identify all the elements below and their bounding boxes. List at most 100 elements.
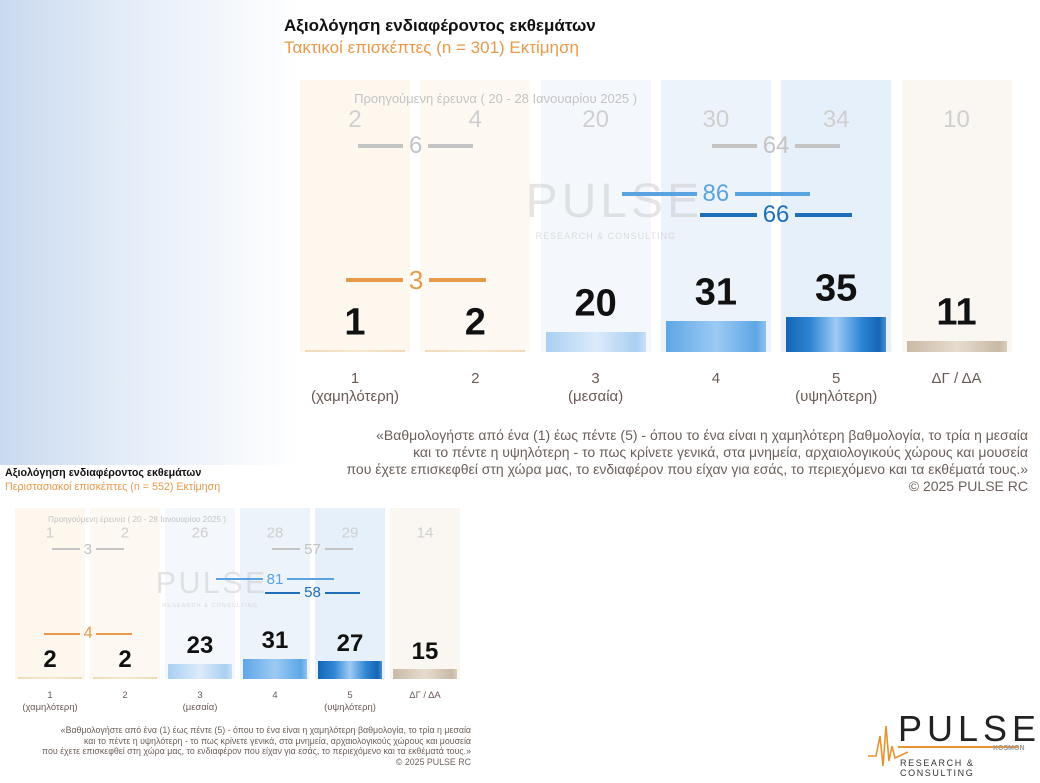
category-label-line1: 5 (832, 370, 841, 387)
bar (665, 321, 766, 352)
category-label-line1: 1 (350, 370, 360, 387)
chart-subtitle: Περιστασιακοί επισκέπτες (n = 552) Εκτίμ… (5, 480, 221, 493)
previous-value: 29 (341, 524, 359, 542)
category-label: 4 (712, 370, 720, 388)
previous-survey-label: Προηγούμενη έρευνα ( 20 - 28 Ιανουαρίου … (48, 514, 226, 524)
pulse-watermark: PULSE (155, 566, 268, 600)
value-label: 35 (815, 267, 858, 310)
bar (18, 677, 82, 679)
category-label-line2: (υψηλότερη) (324, 701, 376, 713)
bracket-line (795, 213, 853, 217)
pulse-watermark: PULSE (525, 175, 703, 228)
chart-subtitle: Τακτικοί επισκέπτες (n = 301) Εκτίμηση (284, 38, 579, 57)
mid-high-current-bracket: 86 (621, 180, 811, 208)
mid-high-current-bracket: 81 (216, 571, 334, 589)
bracket-line (795, 144, 841, 148)
low-previous-bracket: 3 (51, 540, 124, 558)
category-label: 1 (χαμηλότερη) (311, 370, 399, 406)
question-text-line: και το πέντε η υψηλότερη - το πως κρίνετ… (413, 444, 1028, 460)
low-previous-bracket: 6 (358, 132, 474, 160)
bracket-line (324, 548, 353, 551)
category-label: 5 (υψηλότερη) (324, 690, 376, 713)
previous-value: 4 (468, 106, 482, 133)
question-text-line: που έχετε επισκεφθεί στη χώρα μας, το εν… (346, 461, 1028, 477)
value-label: 20 (574, 282, 617, 325)
category-label-line2: (χαμηλότερη) (310, 388, 400, 405)
bracket-value: 4 (83, 624, 93, 643)
value-label: 2 (118, 646, 132, 674)
category-label: 3 (μεσαία) (183, 690, 218, 713)
high-previous-bracket: 64 (711, 132, 841, 160)
question-text-line: που έχετε επισκεφθεί στη χώρα μας, το εν… (41, 746, 471, 757)
value-label: 15 (411, 637, 439, 665)
bracket-line (346, 278, 403, 282)
bracket-line (264, 591, 301, 594)
bracket-line (96, 632, 132, 635)
bar (168, 664, 232, 679)
previous-value: 2 (348, 106, 362, 133)
previous-value: 30 (702, 106, 730, 133)
previous-survey-label: Προηγούμενη έρευνα ( 20 - 28 Ιανουαρίου … (354, 91, 638, 106)
category-label: ΔΓ / ΔΑ (409, 690, 440, 701)
bracket-value: 64 (762, 132, 790, 159)
bracket-line (95, 548, 124, 551)
pulse-wave-icon (868, 725, 908, 767)
column-panel (901, 80, 1012, 352)
bracket-line (216, 578, 263, 581)
bracket-line (699, 213, 757, 217)
category-label-line1: 4 (711, 370, 721, 387)
bracket-value: 6 (408, 132, 423, 159)
bracket-line (621, 192, 697, 196)
category-label: 2 (122, 690, 127, 701)
low-current-bracket: 4 (44, 624, 132, 643)
bracket-line (287, 578, 334, 581)
bracket-line (358, 144, 403, 148)
bracket-line (429, 278, 487, 282)
bar (906, 341, 1007, 352)
bar (545, 332, 646, 352)
category-label: ΔΓ / ΔΑ (932, 370, 982, 388)
high-current-bracket: 58 (264, 584, 361, 602)
value-label: 31 (694, 271, 738, 314)
category-label-line1: 4 (272, 690, 278, 702)
category-label-line2: (μεσαία) (567, 388, 624, 405)
pulse-watermark-tagline: RESEARCH & CONSULTING (535, 231, 676, 241)
column-panel (540, 80, 651, 352)
logo-text: PULSE (898, 708, 1040, 749)
low-current-bracket: 3 (346, 265, 487, 295)
value-label: 27 (336, 629, 364, 657)
bar (305, 350, 405, 352)
previous-value: 26 (191, 524, 209, 542)
column-panel (90, 507, 160, 679)
bracket-line (51, 548, 80, 551)
bracket-value: 58 (304, 584, 321, 602)
previous-value: 14 (416, 524, 434, 542)
category-label-line1: ΔΓ / ΔΑ (409, 690, 441, 702)
bracket-line (44, 632, 80, 635)
bracket-line (735, 192, 811, 196)
value-label: 11 (936, 291, 977, 334)
chart-title: Αξιολόγηση ενδιαφέροντος εκθεμάτων (5, 467, 202, 479)
bar (786, 317, 887, 352)
bracket-line (324, 591, 361, 594)
previous-value: 34 (822, 106, 850, 133)
bracket-value: 3 (83, 540, 92, 558)
pulse-logo: PULSE KOSMON RESEARCH & CONSULTING (868, 708, 1038, 778)
pulse-watermark-tagline: RESEARCH & CONSULTING (162, 602, 259, 609)
value-label: 1 (344, 301, 366, 344)
value-label: 2 (43, 646, 57, 674)
category-label-line1: 3 (591, 370, 600, 387)
category-label-line1: 2 (122, 690, 128, 702)
bar (93, 677, 157, 679)
category-label: 3 (μεσαία) (568, 370, 623, 406)
category-label-line1: 5 (347, 690, 353, 702)
bar (318, 661, 382, 679)
bracket-line (711, 144, 757, 148)
question-text-line: και το πέντε η υψηλότερη - το πως κρίνετ… (83, 735, 471, 746)
value-label: 2 (464, 301, 486, 344)
category-label: 2 (471, 370, 479, 388)
value-label: 31 (261, 627, 289, 655)
bar (243, 658, 307, 679)
column-panel (390, 507, 460, 679)
high-current-bracket: 66 (699, 201, 853, 229)
